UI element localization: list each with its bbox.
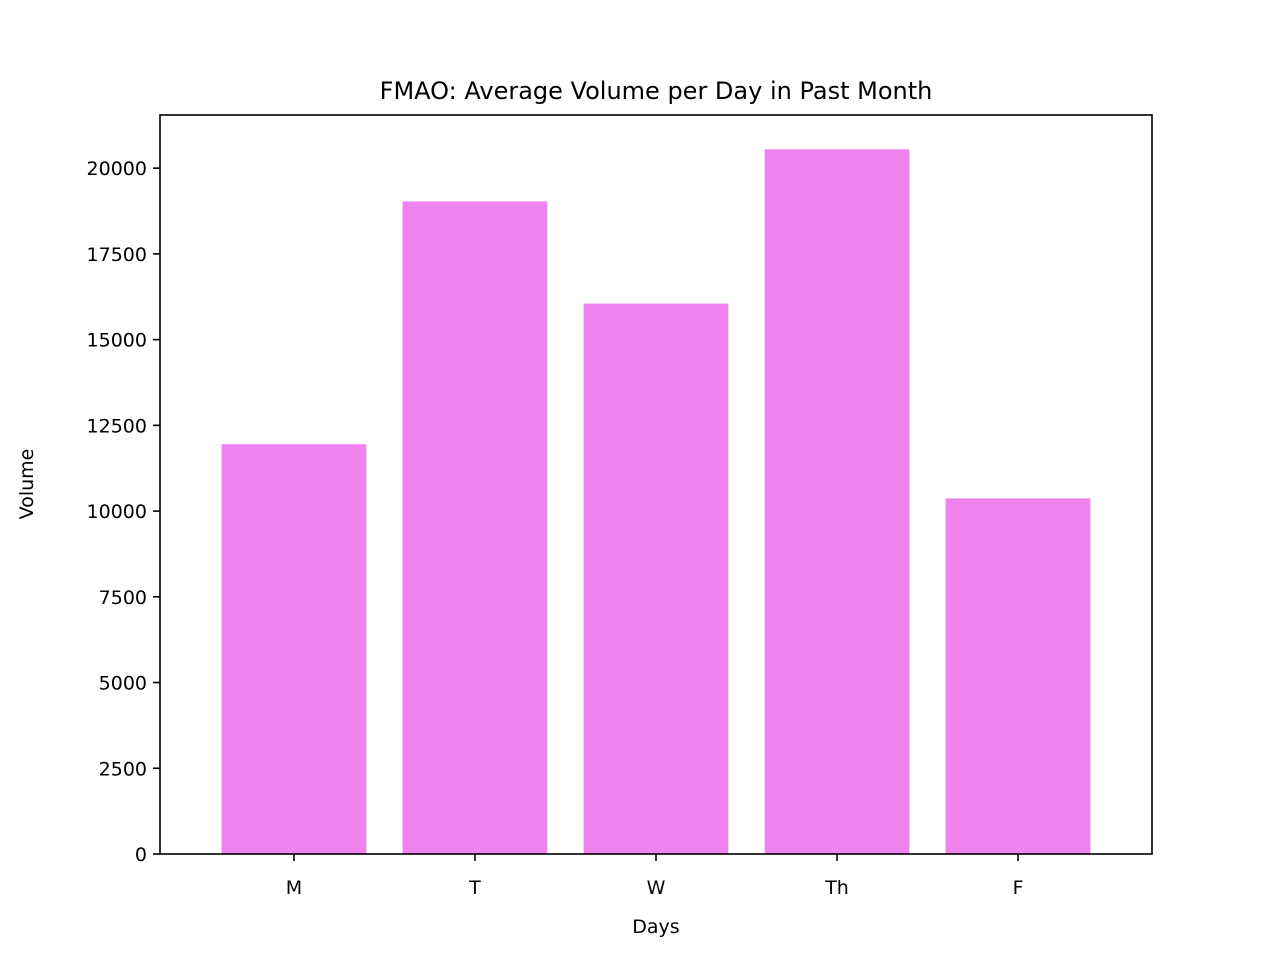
bar-f xyxy=(945,498,1091,854)
y-tick-label: 20000 xyxy=(87,158,147,180)
y-axis-label: Volume xyxy=(16,449,38,520)
y-tick-label: 7500 xyxy=(99,587,147,609)
bar-th xyxy=(764,149,910,854)
bar-w xyxy=(583,303,729,854)
bars-layer xyxy=(221,149,1091,855)
y-axis: 0 2500 5000 7500 10000 12500 15000 17500 20000 xyxy=(87,158,160,866)
y-tick-label: 5000 xyxy=(99,673,147,695)
x-axis-label: Days xyxy=(632,916,679,938)
plot-frame xyxy=(159,114,1153,855)
chart-title: FMAO: Average Volume per Day in Past Mon… xyxy=(380,77,933,105)
y-tick-label: 10000 xyxy=(87,501,147,523)
x-tick-label: T xyxy=(468,877,481,899)
x-tick-label: W xyxy=(647,877,666,899)
bar-m xyxy=(221,444,367,854)
x-tick-label: M xyxy=(286,877,302,899)
x-axis: M T W Th F xyxy=(286,854,1024,899)
y-tick-label: 15000 xyxy=(87,330,147,352)
y-tick-label: 2500 xyxy=(99,758,147,780)
bar-t xyxy=(402,201,548,855)
y-tick-label: 0 xyxy=(135,844,147,866)
x-tick-label: Th xyxy=(824,877,849,899)
y-tick-label: 17500 xyxy=(87,244,147,266)
x-tick-label: F xyxy=(1013,877,1024,899)
y-tick-label: 12500 xyxy=(87,415,147,437)
